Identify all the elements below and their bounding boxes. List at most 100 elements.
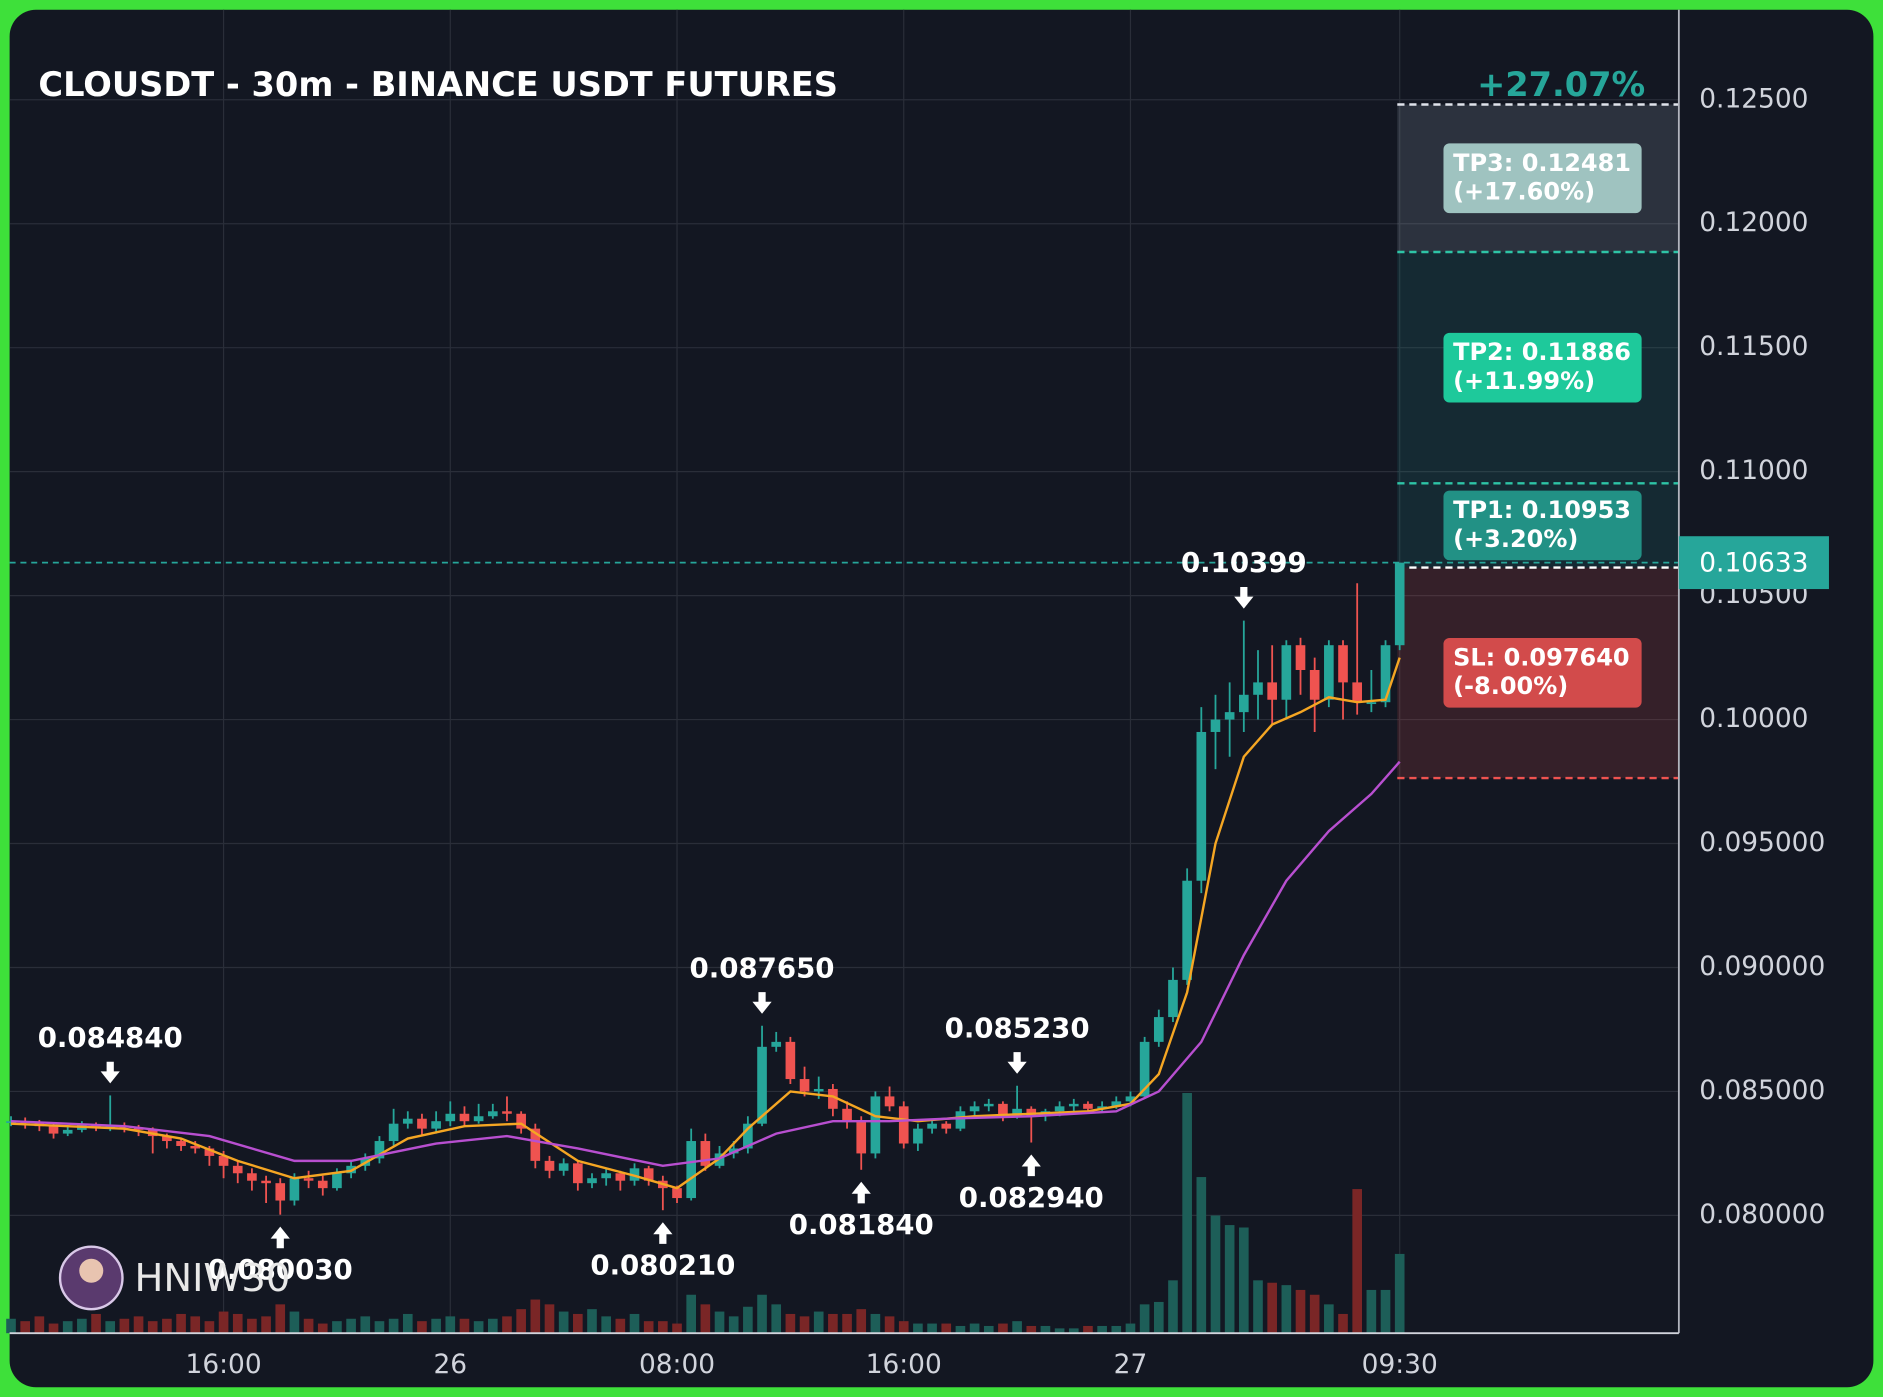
candle-body [303,1178,314,1181]
volume-bar [105,1321,116,1334]
annotation-arrow [100,1061,120,1084]
candle-body [1224,712,1235,720]
volume-bar [828,1313,838,1334]
candle-body [1111,1101,1122,1107]
x-tick-label: 09:30 [1362,1349,1438,1380]
annotation-label: 0.080030 [208,1253,353,1286]
candle-body [927,1123,937,1129]
ma-line [10,657,1401,1190]
x-tick-label: 26 [433,1349,467,1380]
volume-bar [346,1318,356,1334]
volume-bar [502,1316,512,1334]
volume-bar [1253,1280,1263,1334]
candle-body [983,1103,994,1107]
volume-bar [700,1304,711,1334]
annotation-arrow [851,1181,871,1204]
candle-body [162,1136,172,1142]
volume-bar [558,1311,569,1334]
volume-bar [119,1318,130,1334]
candle-body [1267,682,1277,700]
volume-bar [785,1313,796,1334]
candle-body [1309,669,1320,700]
candle-body [601,1173,611,1179]
candle-body [289,1178,300,1201]
annotation-label: 0.085230 [945,1011,1090,1044]
volume-bar [643,1321,654,1334]
volume-bar [1139,1304,1150,1334]
annotation-label: 0.082940 [959,1181,1104,1214]
candle-body [1168,979,1178,1018]
volume-bar [289,1311,300,1334]
candle-body [232,1165,243,1174]
candle-body [445,1113,456,1122]
candle-body [1097,1106,1107,1109]
last-price-label: 0.10633 [1699,547,1808,578]
annotation-label: 0.081840 [789,1208,934,1241]
candle-body [204,1148,215,1156]
x-tick-label: 08:00 [639,1349,715,1380]
candle-body [275,1183,286,1201]
volume-bar [34,1316,45,1334]
volume-bar [587,1309,597,1334]
candle-body [1281,645,1292,700]
candle-body [502,1111,512,1114]
level-change: (-8.00%) [1453,672,1568,700]
candle-body [898,1106,909,1144]
volume-bar [1111,1325,1122,1334]
candle-body [771,1041,782,1047]
candle-body [1125,1096,1136,1102]
y-tick-label: 0.080000 [1699,1199,1825,1230]
candle-body [402,1118,413,1124]
candle-body [1338,645,1348,683]
volume-bar [1097,1325,1107,1334]
level-change: (+17.60%) [1453,178,1595,206]
volume-bar [1380,1289,1391,1334]
level-change: (+3.20%) [1453,525,1578,553]
candle-body [218,1155,229,1166]
volume-bar [1281,1285,1292,1334]
volume-bar [190,1316,201,1334]
volume-bar [969,1323,980,1334]
candle-body [1182,880,1192,980]
volume-bar [360,1316,371,1334]
level-box [1443,143,1642,214]
volume-bar [884,1316,895,1334]
volume-bar [1068,1328,1079,1334]
candle-body [1068,1103,1079,1107]
volume-bar [629,1313,640,1334]
y-tick-label: 0.095000 [1699,827,1825,858]
chart-title: CLOUSDT - 30m - BINANCE USDT FUTURES [38,65,838,104]
candle-body [530,1128,541,1161]
volume-bar [898,1321,909,1334]
volume-bar [1196,1177,1207,1334]
annotation-arrow [1021,1154,1041,1177]
volume-bar [672,1323,682,1334]
candle-body [941,1123,952,1129]
volume-bar [402,1313,413,1334]
candle-body [856,1121,867,1154]
candle-body [870,1096,881,1154]
volume-bar [1026,1325,1037,1334]
volume-bar [232,1313,243,1334]
volume-bar [1083,1325,1093,1334]
candle-body [884,1096,895,1107]
volume-bar [1267,1282,1277,1334]
volume-bar [487,1318,498,1334]
volume-bar [62,1321,73,1334]
y-tick-label: 0.090000 [1699,951,1825,982]
volume-bar [743,1306,753,1334]
candle-body [1196,731,1207,881]
volume-bar [1210,1215,1221,1334]
volume-bar [459,1318,470,1334]
volume-bar [218,1311,229,1334]
volume-bar [728,1316,739,1334]
volume-bar [1040,1325,1051,1334]
candle-body [1324,645,1334,700]
volume-bar [374,1321,385,1334]
candle-body [317,1180,328,1189]
volume-bar [6,1318,16,1334]
volume-bar [1224,1225,1235,1334]
candle-body [1352,682,1363,703]
